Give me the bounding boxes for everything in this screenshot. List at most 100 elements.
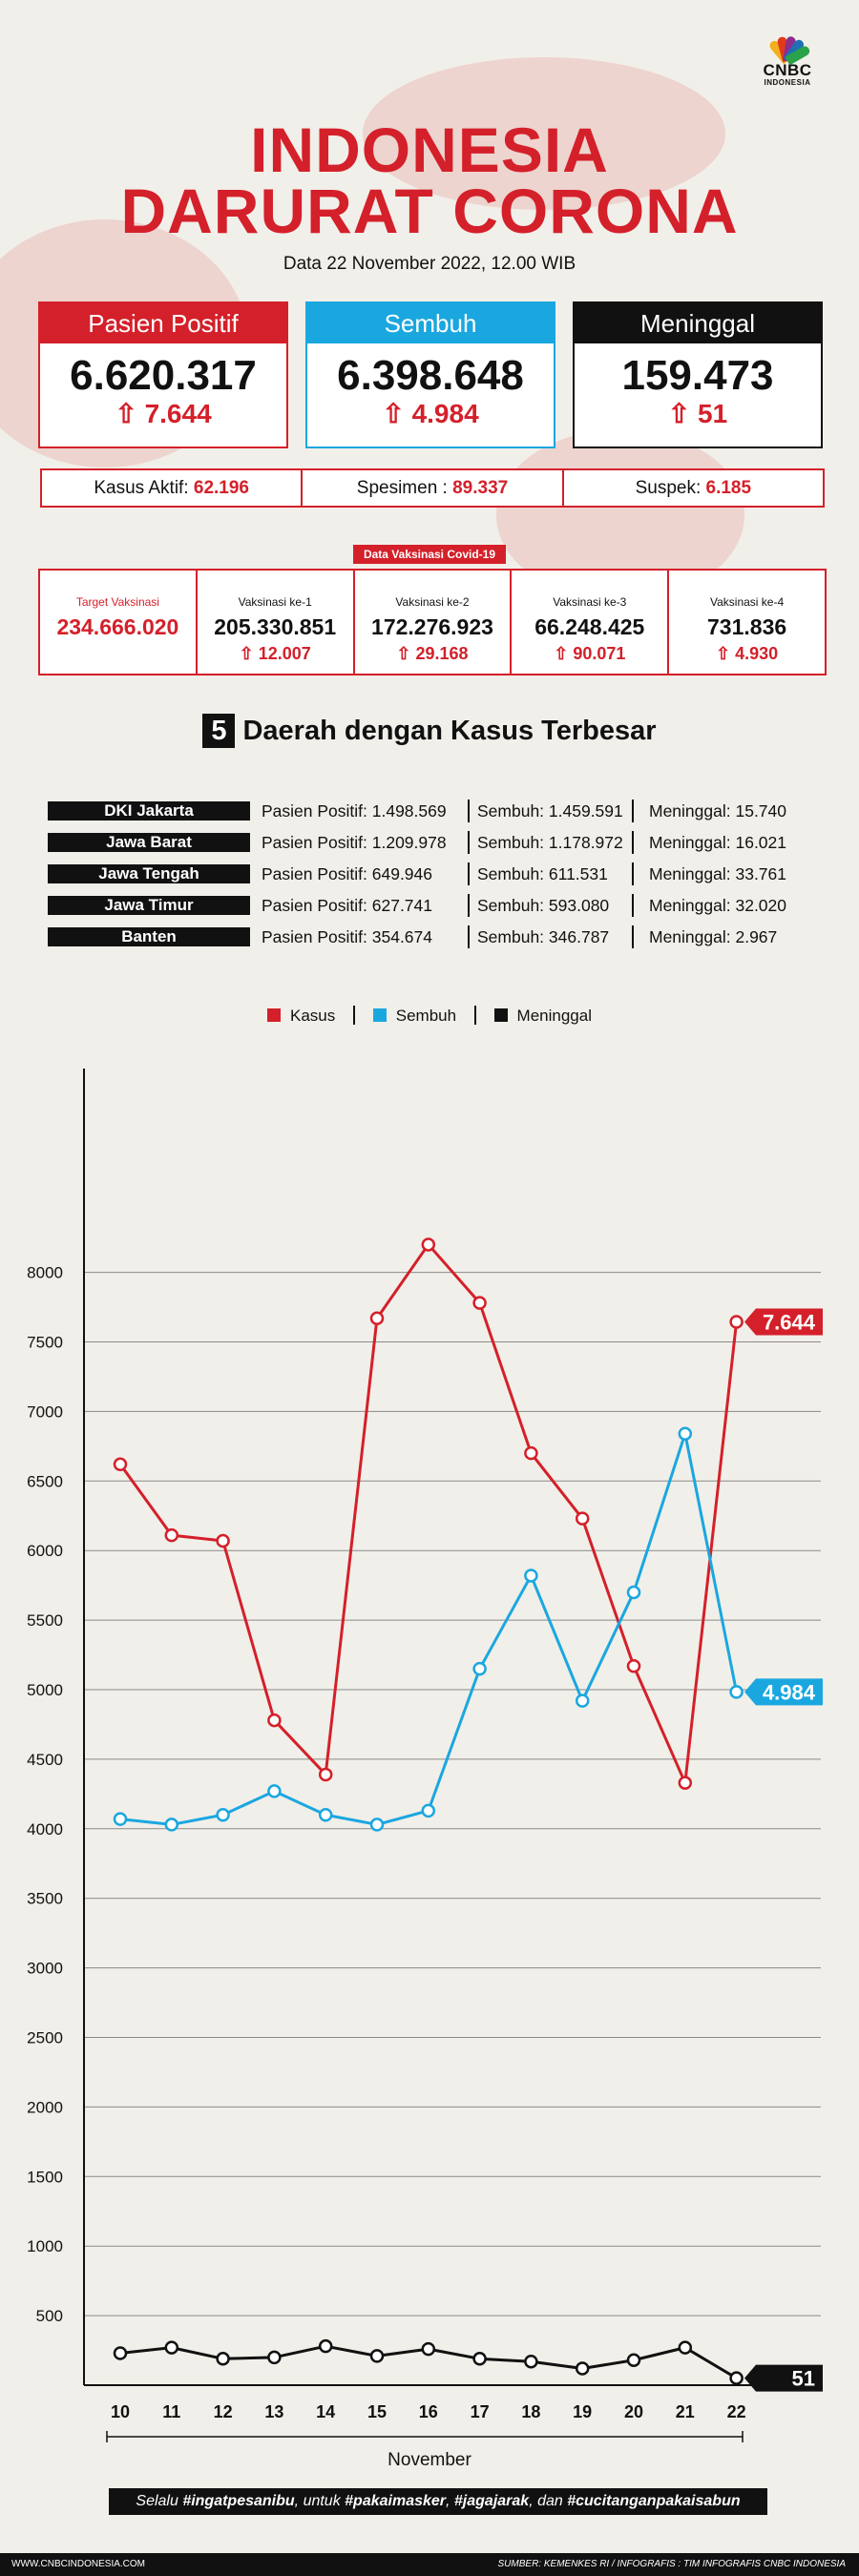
y-tick-label: 2000 xyxy=(27,2098,63,2116)
vaccine-label: Vaksinasi ke-4 xyxy=(710,595,785,609)
stat-label: Sembuh xyxy=(307,303,554,343)
stat-value: 6.620.317 xyxy=(70,352,257,399)
double-up-icon: ⇧ xyxy=(554,644,569,663)
region-name: DKI Jakarta xyxy=(48,801,250,821)
region-meninggal: Meninggal: 32.020 xyxy=(649,896,786,915)
stat-label: Pasien Positif xyxy=(40,303,286,343)
page-title: INDONESIA xyxy=(250,114,609,185)
divider xyxy=(468,894,470,917)
end-label: 51 xyxy=(792,2367,815,2391)
map-background xyxy=(363,57,725,210)
data-point xyxy=(678,1426,693,1441)
vaccine-target: Target Vaksinasi 234.666.020 xyxy=(40,571,198,674)
data-point xyxy=(216,1807,230,1822)
stat-delta-value: 4.984 xyxy=(411,399,479,428)
stat-box-positif: Pasien Positif 6.620.317 ⇧ 7.644 xyxy=(38,301,288,448)
slogan-banner: Selalu #ingatpesanibu, untuk #pakaimaske… xyxy=(109,2488,767,2515)
region-name: Jawa Tengah xyxy=(48,864,250,883)
divider xyxy=(632,800,634,822)
data-point xyxy=(113,1457,128,1472)
vaccine-label: Vaksinasi ke-1 xyxy=(238,595,312,609)
peacock-icon xyxy=(767,32,812,66)
data-point xyxy=(729,2371,744,2385)
data-point xyxy=(318,1807,333,1822)
data-point xyxy=(267,2350,282,2365)
data-point xyxy=(729,1315,744,1329)
y-tick-label: 2500 xyxy=(27,2029,63,2047)
data-point xyxy=(678,2340,693,2355)
data-point xyxy=(729,1685,744,1699)
table-row: Jawa Timur Pasien Positif: 627.741 Sembu… xyxy=(48,894,830,917)
legend-swatch xyxy=(372,1008,387,1022)
data-point xyxy=(678,1776,693,1790)
end-label: 7.644 xyxy=(763,1311,816,1335)
region-positif: Pasien Positif: 354.674 xyxy=(262,927,433,946)
data-point xyxy=(524,2354,538,2369)
stat-delta-value: 7.644 xyxy=(144,399,212,428)
vaccine-label: Vaksinasi ke-2 xyxy=(395,595,470,609)
suspek: Suspek: 6.185 xyxy=(564,470,823,506)
legend-swatch xyxy=(493,1008,508,1022)
spesimen: Spesimen : 89.337 xyxy=(303,470,564,506)
divider xyxy=(632,894,634,917)
vaccine-delta-value: 12.007 xyxy=(258,644,311,663)
y-tick-label: 8000 xyxy=(27,1264,63,1282)
slogan-text: Selalu xyxy=(136,2493,183,2509)
end-label-box xyxy=(744,2364,823,2392)
region-sembuh: Sembuh: 346.787 xyxy=(477,927,610,946)
x-tick-label: 12 xyxy=(214,2402,233,2421)
logo-text: CNBC xyxy=(763,61,812,79)
double-up-icon: ⇧ xyxy=(667,399,691,428)
data-point xyxy=(626,2353,641,2368)
hashtag: #pakaimasker xyxy=(345,2493,447,2509)
data-point xyxy=(626,1658,641,1673)
double-up-icon: ⇧ xyxy=(382,399,405,428)
data-point xyxy=(164,2340,179,2355)
data-point xyxy=(164,1818,179,1832)
legend-label: Sembuh xyxy=(395,1007,457,1025)
regions-heading: 5 Daerah dengan Kasus Terbesar xyxy=(0,714,859,748)
region-positif: Pasien Positif: 1.209.978 xyxy=(262,833,447,852)
series-line-kasus xyxy=(118,1242,739,1785)
legend-item-kasus: Kasus xyxy=(267,1007,335,1026)
vaccine-delta: ⇧ 90.071 xyxy=(512,644,667,664)
hashtag: #ingatpesanibu xyxy=(182,2493,295,2509)
table-row: DKI Jakarta Pasien Positif: 1.498.569 Se… xyxy=(48,800,830,822)
region-sembuh: Sembuh: 1.459.591 xyxy=(477,801,623,821)
cnbc-logo: CNBC INDONESIA xyxy=(754,32,821,87)
stat-delta: ⇧ 51 xyxy=(575,399,821,429)
table-row: Banten Pasien Positif: 354.674 Sembuh: 3… xyxy=(48,925,830,948)
vaccine-label: Vaksinasi ke-3 xyxy=(553,595,627,609)
data-point xyxy=(369,2349,385,2363)
y-tick-label: 7500 xyxy=(27,1334,63,1352)
regions-heading-text: Daerah dengan Kasus Terbesar xyxy=(242,716,657,746)
stat-delta-value: 51 xyxy=(698,399,728,428)
data-point xyxy=(421,1803,436,1818)
data-point xyxy=(626,1585,641,1600)
vaccine-dose-1: Vaksinasi ke-1 205.330.851 ⇧ 12.007 xyxy=(198,571,355,674)
vaccine-dose-3: Vaksinasi ke-3 66.248.425 ⇧ 90.071 xyxy=(512,571,670,674)
footer: WWW.CNBCINDONESIA.COM SUMBER: KEMENKES R… xyxy=(0,2553,859,2576)
legend-label: Meninggal xyxy=(516,1007,592,1025)
y-tick-label: 3000 xyxy=(27,1960,63,1978)
data-point xyxy=(472,1296,487,1310)
legend-item-meninggal: Meninggal xyxy=(493,1007,592,1026)
data-point xyxy=(113,1812,128,1826)
x-tick-label: 20 xyxy=(624,2402,643,2421)
divider xyxy=(632,925,634,948)
footer-source: SUMBER: KEMENKES RI / INFOGRAFIS : TIM I… xyxy=(497,2559,846,2569)
region-name: Jawa Barat xyxy=(48,833,250,852)
data-point xyxy=(164,1527,179,1543)
chart-legend: Kasus Sembuh Meninggal xyxy=(0,1006,859,1026)
divider xyxy=(468,800,470,822)
double-up-icon: ⇧ xyxy=(115,399,137,428)
data-point xyxy=(472,2352,487,2366)
data-point xyxy=(575,1693,590,1708)
region-meninggal: Meninggal: 2.967 xyxy=(649,927,778,946)
end-label-box xyxy=(744,1678,823,1706)
y-tick-label: 1500 xyxy=(27,2168,63,2186)
data-point xyxy=(575,2361,590,2376)
stat-value: 159.473 xyxy=(621,352,774,399)
region-positif: Pasien Positif: 1.498.569 xyxy=(262,801,447,821)
stat-value: 6.398.648 xyxy=(337,352,524,399)
